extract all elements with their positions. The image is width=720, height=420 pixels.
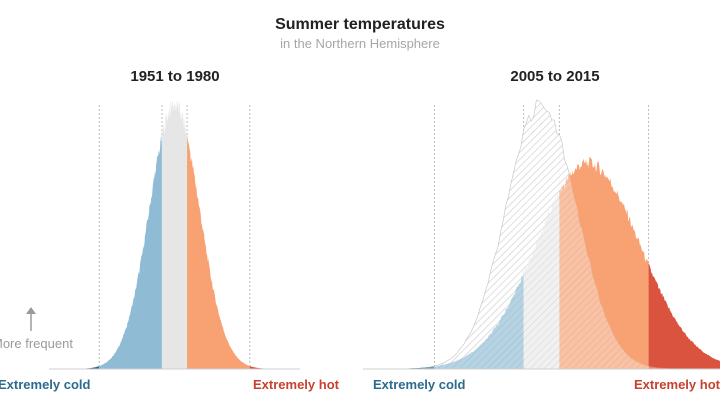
band-extreme_hot-area (648, 263, 720, 369)
chart-title: Summer temperatures (275, 16, 445, 33)
band-normal-area (161, 100, 188, 369)
band-hot-area (187, 134, 250, 369)
panel-title-right: 2005 to 2015 (510, 68, 600, 85)
extremely-cold-label-left: Extremely cold (0, 377, 91, 392)
panel-2005-2015 (363, 99, 720, 370)
chart-subtitle: in the Northern Hemisphere (280, 36, 440, 51)
band-extreme_cold-area (363, 366, 435, 369)
baseline-overlay-area (363, 99, 720, 370)
more-frequent-label: More frequent (0, 336, 73, 351)
extremely-hot-label-right: Extremely hot (634, 377, 720, 392)
extremely-cold-label-right: Extremely cold (373, 377, 466, 392)
up-arrow-icon (26, 307, 36, 331)
extremely-hot-label-left: Extremely hot (253, 377, 339, 392)
band-cold-area (99, 129, 162, 369)
panel-1951-1980 (49, 100, 300, 370)
panel-title-left: 1951 to 1980 (130, 68, 220, 85)
